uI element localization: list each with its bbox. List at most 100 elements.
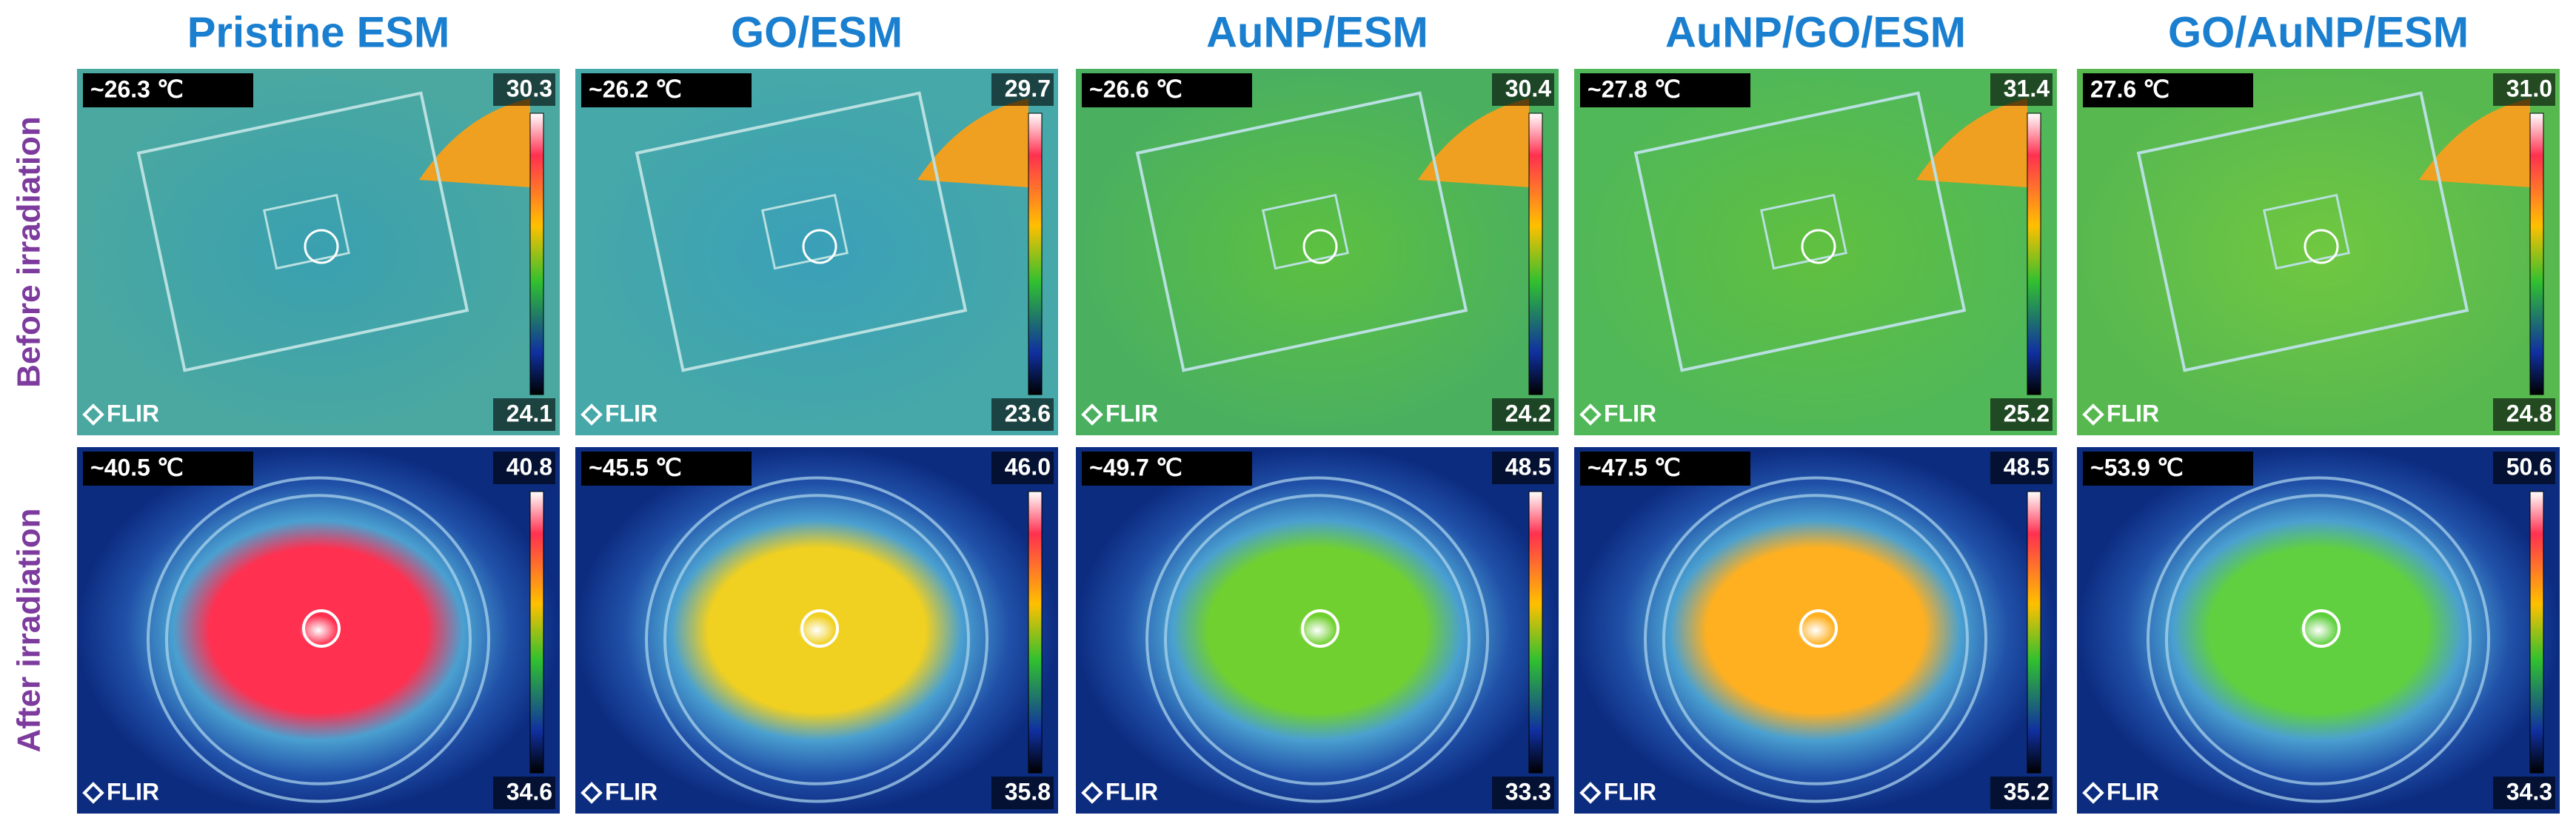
- dish-rim: [663, 494, 970, 785]
- row-title: After irradiation: [11, 508, 47, 752]
- dish-rim: [165, 494, 472, 785]
- min-temperature: 33.3: [1505, 778, 1551, 805]
- max-box: [1492, 452, 1554, 484]
- column-title: AuNP/GO/ESM: [1665, 8, 1966, 56]
- column-title: Pristine ESM: [187, 8, 450, 56]
- spot-temperature: ~53.9 ℃: [2090, 454, 2184, 480]
- dish-rim: [1662, 494, 1969, 785]
- max-temperature: 50.6: [2506, 453, 2552, 480]
- max-temperature: 48.5: [1505, 453, 1551, 480]
- logo: FLIR: [1604, 400, 1656, 426]
- min-temperature: 23.6: [1005, 400, 1051, 426]
- logo-mark: [581, 782, 603, 804]
- max-box: [493, 73, 555, 106]
- min-temperature: 35.8: [1005, 778, 1051, 805]
- crosshair: [304, 229, 339, 264]
- color-bar: [1028, 491, 1043, 774]
- logo-mark: [2082, 403, 2104, 426]
- logo: FLIR: [605, 400, 658, 426]
- frame: [635, 91, 968, 372]
- column-title: GO/ESM: [731, 8, 903, 56]
- spot-box: [1580, 73, 1750, 107]
- spot-temperature: ~26.6 ℃: [1089, 76, 1182, 102]
- min-box: [1990, 398, 2053, 431]
- max-box: [1492, 73, 1554, 106]
- min-temperature: 24.1: [506, 400, 552, 426]
- min-temperature: 34.3: [2506, 778, 2552, 805]
- crosshair: [802, 229, 837, 264]
- thermal-image: [77, 447, 560, 814]
- color-bar: [1028, 113, 1043, 395]
- logo-mark: [2082, 782, 2104, 804]
- min-temperature: 25.2: [2004, 400, 2050, 426]
- column-title: GO/AuNP/ESM: [2168, 8, 2469, 56]
- frame: [136, 91, 469, 372]
- logo: FLIR: [107, 778, 159, 805]
- dish-rim: [645, 476, 988, 803]
- max-temperature: 46.0: [1005, 453, 1051, 480]
- hot-patch: [1418, 98, 1529, 187]
- max-temperature: 29.7: [1005, 75, 1051, 101]
- logo: FLIR: [107, 400, 159, 426]
- thermal-image: [1574, 447, 2057, 814]
- max-temperature: 40.8: [506, 453, 552, 480]
- logo: FLIR: [1105, 400, 1158, 426]
- crosshair: [1799, 609, 1838, 648]
- min-box: [1492, 777, 1554, 809]
- max-temperature: 31.0: [2506, 75, 2552, 101]
- logo: FLIR: [2107, 400, 2159, 426]
- hot-patch: [1916, 98, 2027, 187]
- hot-patch: [2419, 98, 2530, 187]
- color-bar: [2529, 113, 2544, 395]
- spot-box: [1082, 452, 1252, 486]
- logo-mark: [1579, 782, 1602, 804]
- max-temperature: 30.3: [506, 75, 552, 101]
- logo: FLIR: [1105, 778, 1158, 805]
- spot-box: [1082, 73, 1252, 107]
- max-box: [2493, 73, 2555, 106]
- dish-rim: [2147, 476, 2490, 803]
- logo-mark: [581, 403, 603, 426]
- frame: [1135, 91, 1468, 372]
- color-bar: [2027, 491, 2041, 774]
- min-box: [493, 398, 555, 431]
- max-box: [1990, 73, 2053, 106]
- column-title: AuNP/ESM: [1206, 8, 1428, 56]
- max-temperature: 31.4: [2004, 75, 2050, 101]
- dish-rim: [1145, 476, 1489, 803]
- crosshair: [1301, 609, 1339, 648]
- spot-temperature: 27.6 ℃: [2090, 76, 2169, 102]
- frame: [1633, 91, 1967, 372]
- logo-mark: [82, 403, 104, 426]
- spot-temperature: ~40.5 ℃: [90, 454, 184, 480]
- logo: FLIR: [1604, 778, 1656, 805]
- crosshair: [2304, 229, 2339, 264]
- max-box: [493, 452, 555, 484]
- max-box: [991, 452, 1054, 484]
- color-bar: [1528, 113, 1543, 395]
- crosshair: [302, 609, 341, 648]
- min-box: [2493, 398, 2555, 431]
- color-bar: [2529, 491, 2544, 774]
- spot-temperature: ~49.7 ℃: [1089, 454, 1182, 480]
- thermal-image: [2077, 447, 2560, 814]
- max-box: [991, 73, 1054, 106]
- min-box: [1492, 398, 1554, 431]
- min-temperature: 34.6: [506, 778, 552, 805]
- logo-mark: [1579, 403, 1602, 426]
- logo: FLIR: [2107, 778, 2159, 805]
- max-box: [1990, 452, 2053, 484]
- max-temperature: 48.5: [2004, 453, 2050, 480]
- logo-mark: [1081, 782, 1103, 804]
- color-bar: [1528, 491, 1543, 774]
- min-temperature: 35.2: [2004, 778, 2050, 805]
- spot-temperature: ~26.3 ℃: [90, 76, 184, 102]
- logo-mark: [82, 782, 104, 804]
- dish-rim: [147, 476, 490, 803]
- row-title: Before irradiation: [11, 116, 47, 388]
- min-box: [991, 398, 1054, 431]
- spot-box: [581, 452, 752, 486]
- spot-box: [1580, 452, 1750, 486]
- max-box: [2493, 452, 2555, 484]
- dish-rim: [2165, 494, 2472, 785]
